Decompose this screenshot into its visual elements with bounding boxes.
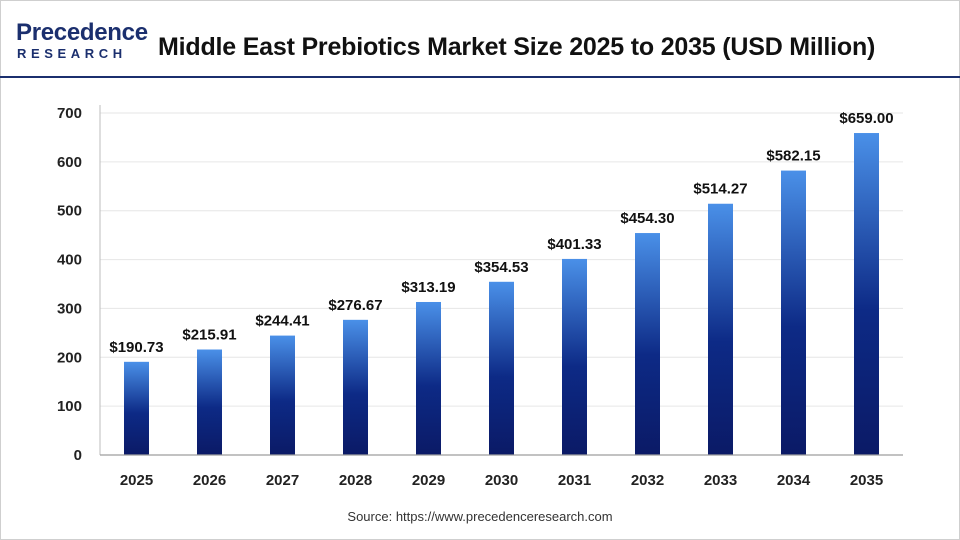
header: Precedence RESEARCH Middle East Prebioti… xyxy=(0,0,960,78)
bar xyxy=(197,349,222,455)
bar-chart: 0 100 200 300 400 500 600 700 2025 2026 2027 2028 20… xyxy=(57,105,903,489)
y-tick-label: 500 xyxy=(57,203,82,220)
x-tick-label: 2026 xyxy=(193,472,226,489)
bar xyxy=(489,281,514,455)
bar xyxy=(781,170,806,456)
y-tick-label: 100 xyxy=(57,398,82,415)
grid-lines xyxy=(100,112,903,407)
data-label: $401.33 xyxy=(547,236,601,253)
data-label: $659.00 xyxy=(839,110,893,127)
x-tick-label: 2030 xyxy=(485,472,518,489)
bar xyxy=(343,319,368,455)
y-tick-label: 400 xyxy=(57,252,82,269)
bar xyxy=(124,361,149,455)
y-tick-label: 200 xyxy=(57,349,82,366)
bar xyxy=(708,203,733,455)
data-label: $244.41 xyxy=(255,313,309,330)
source-note: Source: https://www.precedenceresearch.c… xyxy=(347,509,613,524)
data-label: $215.91 xyxy=(182,327,236,344)
x-tick-label: 2028 xyxy=(339,472,372,489)
bar xyxy=(635,233,660,455)
brand-logo: Precedence RESEARCH xyxy=(16,20,161,62)
x-tick-label: 2035 xyxy=(850,472,883,489)
y-tick-label: 0 xyxy=(74,447,82,464)
title-divider xyxy=(0,76,960,78)
x-tick-label: 2025 xyxy=(120,472,153,489)
x-tick-label: 2032 xyxy=(631,472,664,489)
axes: 0 100 200 300 400 500 600 700 2025 2026 2027 2028 20… xyxy=(57,105,903,489)
y-tick-label: 300 xyxy=(57,300,82,317)
y-tick-label: 600 xyxy=(57,154,82,171)
y-tick-label: 700 xyxy=(57,105,82,122)
x-tick-label: 2033 xyxy=(704,472,737,489)
data-label: $514.27 xyxy=(693,181,747,198)
x-tick-label: 2027 xyxy=(266,472,299,489)
bars xyxy=(124,133,879,456)
data-label: $354.53 xyxy=(474,259,528,276)
data-label: $454.30 xyxy=(620,210,674,227)
bar xyxy=(562,258,587,455)
logo-wordmark: Precedence xyxy=(16,19,148,46)
x-tick-label: 2031 xyxy=(558,472,591,489)
data-label: $313.19 xyxy=(401,279,455,296)
bar xyxy=(854,133,879,455)
bar xyxy=(416,301,441,455)
data-label: $190.73 xyxy=(109,339,163,356)
x-tick-label: 2029 xyxy=(412,472,445,489)
chart-title: Middle East Prebiotics Market Size 2025 … xyxy=(158,33,876,61)
data-label: $582.15 xyxy=(766,148,820,165)
x-tick-label: 2034 xyxy=(777,472,811,489)
data-labels: $190.73 $215.91 $244.41 $276.67 $313.19 $354.… xyxy=(109,110,893,356)
data-label: $276.67 xyxy=(328,297,382,314)
logo-subtitle: RESEARCH xyxy=(17,46,127,61)
bar xyxy=(270,335,295,455)
